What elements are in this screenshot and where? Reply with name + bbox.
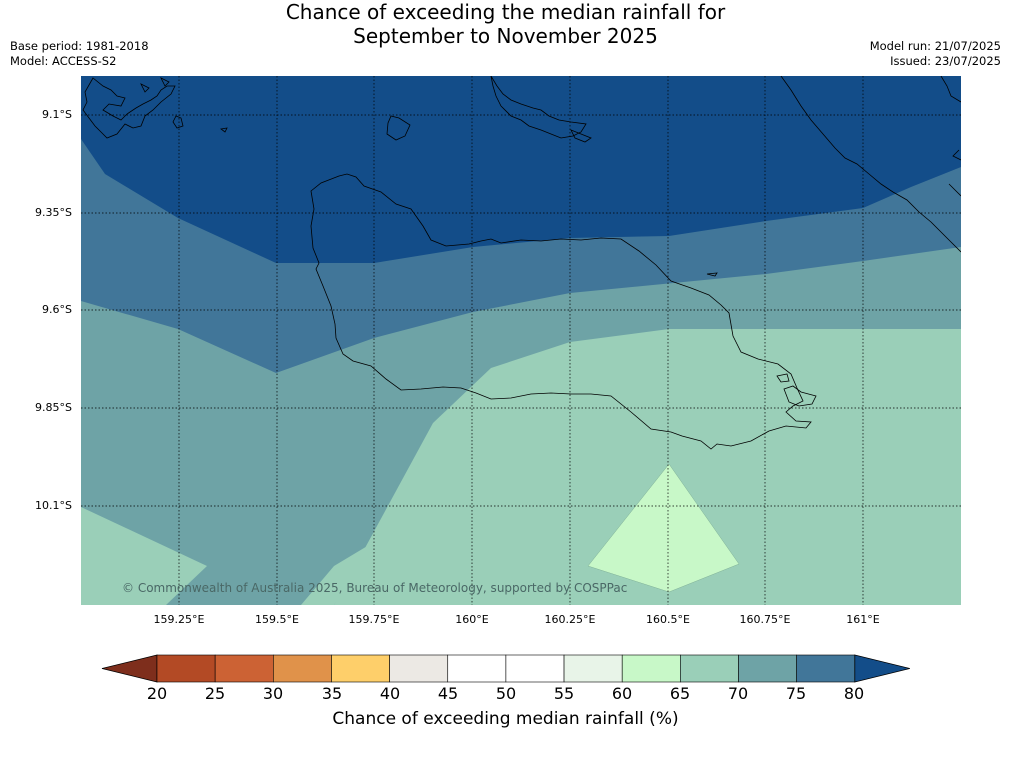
colorbar-cell: [505, 654, 565, 683]
colorbar-tick-label: 80: [843, 684, 865, 703]
lon-label: 159.5°E: [255, 613, 299, 626]
colorbar-extend-low: [101, 654, 158, 683]
colorbar-tick-label: 20: [146, 684, 168, 703]
lon-label: 160.75°E: [739, 613, 791, 626]
lat-label: 9.1°S: [42, 108, 72, 121]
colorbar-tick-label: 50: [495, 684, 517, 703]
lat-label: 9.35°S: [35, 206, 72, 219]
colorbar-tick-label: 70: [727, 684, 749, 703]
zone-65-70-s: [301, 542, 374, 605]
rainfall-map: © Commonwealth of Australia 2025, Bureau…: [81, 76, 961, 605]
lat-label: 9.85°S: [35, 401, 72, 414]
model-name: Model: ACCESS-S2: [10, 54, 117, 68]
colorbar-cell: [214, 654, 274, 683]
colorbar-tick-label: 25: [204, 684, 226, 703]
lon-label: 161°E: [846, 613, 880, 626]
colorbar-cell: [563, 654, 623, 683]
colorbar-tick-label: 75: [785, 684, 807, 703]
colorbar-cell: [156, 654, 216, 683]
lon-label: 159.75°E: [348, 613, 400, 626]
title-line-1: Chance of exceeding the median rainfall …: [285, 0, 726, 24]
colorbar-cell: [680, 654, 739, 683]
colorbar-tick-label: 40: [379, 684, 401, 703]
zone-65-70-sw: [81, 507, 207, 605]
colorbar-cell: [796, 654, 856, 683]
map-title: Chance of exceeding the median rainfall …: [0, 0, 1011, 48]
coastline: [82, 76, 961, 450]
colorbar-tick-label: 55: [553, 684, 575, 703]
colorbar-extend-high: [854, 654, 910, 683]
colorbar-cell: [389, 654, 449, 683]
zone-60-65: [587, 463, 740, 593]
colorbar-cell: [621, 654, 681, 683]
colorbar-tick-label: 60: [611, 684, 633, 703]
base-period: Base period: 1981-2018: [10, 39, 149, 53]
colorbar-cell: [331, 654, 390, 683]
meta-left: Base period: 1981-2018 Model: ACCESS-S2: [10, 39, 149, 69]
zone-80-plus: [81, 76, 961, 263]
colorbar: [101, 654, 910, 683]
colorbar-tick-label: 65: [669, 684, 691, 703]
colorbar-title: Chance of exceeding median rainfall (%): [332, 709, 679, 729]
lon-label: 160.5°E: [646, 613, 690, 626]
colorbar-cell: [738, 654, 797, 683]
colorbar-cell: [273, 654, 332, 683]
meta-right: Model run: 21/07/2025 Issued: 23/07/2025: [870, 39, 1001, 69]
lon-label: 160°E: [455, 613, 489, 626]
copyright-text: © Commonwealth of Australia 2025, Bureau…: [122, 581, 627, 595]
title-line-2: September to November 2025: [353, 24, 658, 48]
colorbar-tick-label: 45: [437, 684, 459, 703]
lat-label: 10.1°S: [35, 499, 72, 512]
lat-label: 9.6°S: [42, 303, 72, 316]
colorbar-tick-label: 35: [321, 684, 343, 703]
model-run: Model run: 21/07/2025: [869, 39, 1001, 53]
colorbar-tick-label: 30: [262, 684, 284, 703]
issued-date: Issued: 23/07/2025: [890, 54, 1001, 68]
colorbar-cell: [447, 654, 507, 683]
graticule: [81, 76, 961, 605]
lon-label: 160.25°E: [544, 613, 596, 626]
lon-label: 159.25°E: [153, 613, 205, 626]
